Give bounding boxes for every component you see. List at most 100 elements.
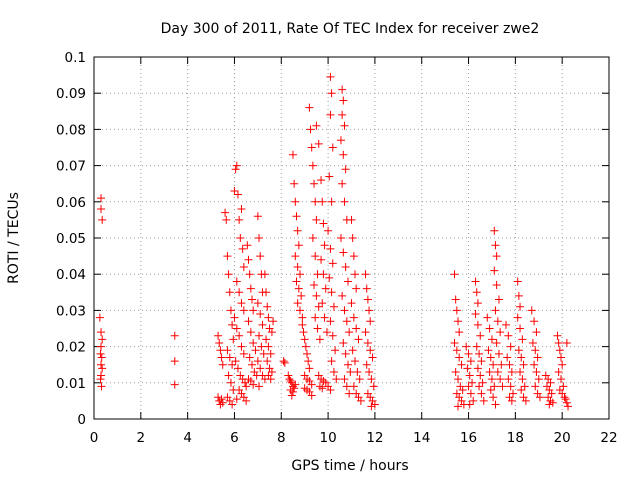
data-point [485,367,494,376]
data-point [518,335,527,344]
y-tick-labels: 0 0.01 0.02 0.03 0.04 0.05 0.06 0.07 0.08 0.09 0.1 [56,50,86,428]
data-point [521,396,530,405]
data-point [553,331,562,340]
data-point [249,380,258,389]
data-point [317,255,326,264]
data-point [298,320,307,329]
data-point [328,259,337,268]
data-point [217,353,226,362]
data-point [232,395,241,404]
data-point [487,335,496,344]
data-point [325,172,334,181]
data-point [356,396,365,405]
data-point [226,306,235,315]
data-point [516,302,525,311]
data-point [492,252,501,261]
x-tick-label: 0 [90,430,99,446]
data-point [249,306,258,315]
data-point [321,284,330,293]
data-point [491,400,500,409]
data-point [218,360,227,369]
x-tick-label: 10 [319,430,336,446]
data-point [314,302,323,311]
data-point [340,375,349,384]
data-point [561,395,570,404]
data-point [349,252,358,261]
data-point [533,353,542,362]
data-point [297,291,306,300]
data-point [253,357,262,366]
data-point [294,284,303,293]
data-point [307,391,316,400]
data-point [362,284,371,293]
data-point [504,331,513,340]
data-point [288,387,297,396]
x-tick-label: 16 [460,430,477,446]
y-tick-label: 0.01 [56,376,86,392]
chart-title: Day 300 of 2011, Rate Of TEC Index for r… [161,21,540,37]
data-point [228,360,237,369]
data-point [473,364,482,373]
data-point [338,179,347,188]
data-point [548,398,557,407]
data-point [478,378,487,387]
data-point [225,288,234,297]
data-point [469,396,478,405]
data-point [230,313,239,322]
data-point [243,241,252,250]
data-point [288,150,297,159]
data-point [464,349,473,358]
data-point [354,335,363,344]
data-point [368,353,377,362]
data-point [491,241,500,250]
data-point [338,291,347,300]
data-point [483,313,492,322]
data-point [517,353,526,362]
data-point [332,375,341,384]
y-tick-label: 0.03 [56,303,86,319]
data-point [348,346,357,355]
data-point [226,378,235,387]
data-point [493,367,502,376]
y-tick-label: 0.08 [56,122,86,138]
data-point [347,215,356,224]
data-point [476,371,485,380]
data-point [170,331,179,340]
data-point [319,270,328,279]
data-point [471,277,480,286]
data-point [246,328,255,337]
data-point [365,306,374,315]
data-point [237,342,246,351]
data-point [225,353,234,362]
y-tick-label: 0.07 [56,159,86,175]
data-point [244,317,253,326]
data-point [255,331,264,340]
data-point [339,96,348,105]
data-point [450,270,459,279]
data-point [468,378,477,387]
data-point [532,367,541,376]
data-point [494,295,503,304]
data-point [245,353,254,362]
data-point [267,367,276,376]
data-point [232,324,241,333]
data-point [513,313,522,322]
data-point [269,317,278,326]
data-point [308,234,317,242]
data-point [98,215,107,224]
data-point [255,382,264,391]
data-point [496,328,505,337]
data-point [267,328,276,337]
data-point [504,375,513,384]
data-point [237,205,246,214]
data-point [215,338,224,347]
data-point [339,150,348,159]
data-point [327,357,336,366]
data-point [310,179,319,188]
data-point [311,197,320,206]
data-point [491,306,500,315]
data-point [264,313,273,322]
data-point [518,375,527,384]
data-point [287,391,296,400]
data-point [319,219,328,228]
